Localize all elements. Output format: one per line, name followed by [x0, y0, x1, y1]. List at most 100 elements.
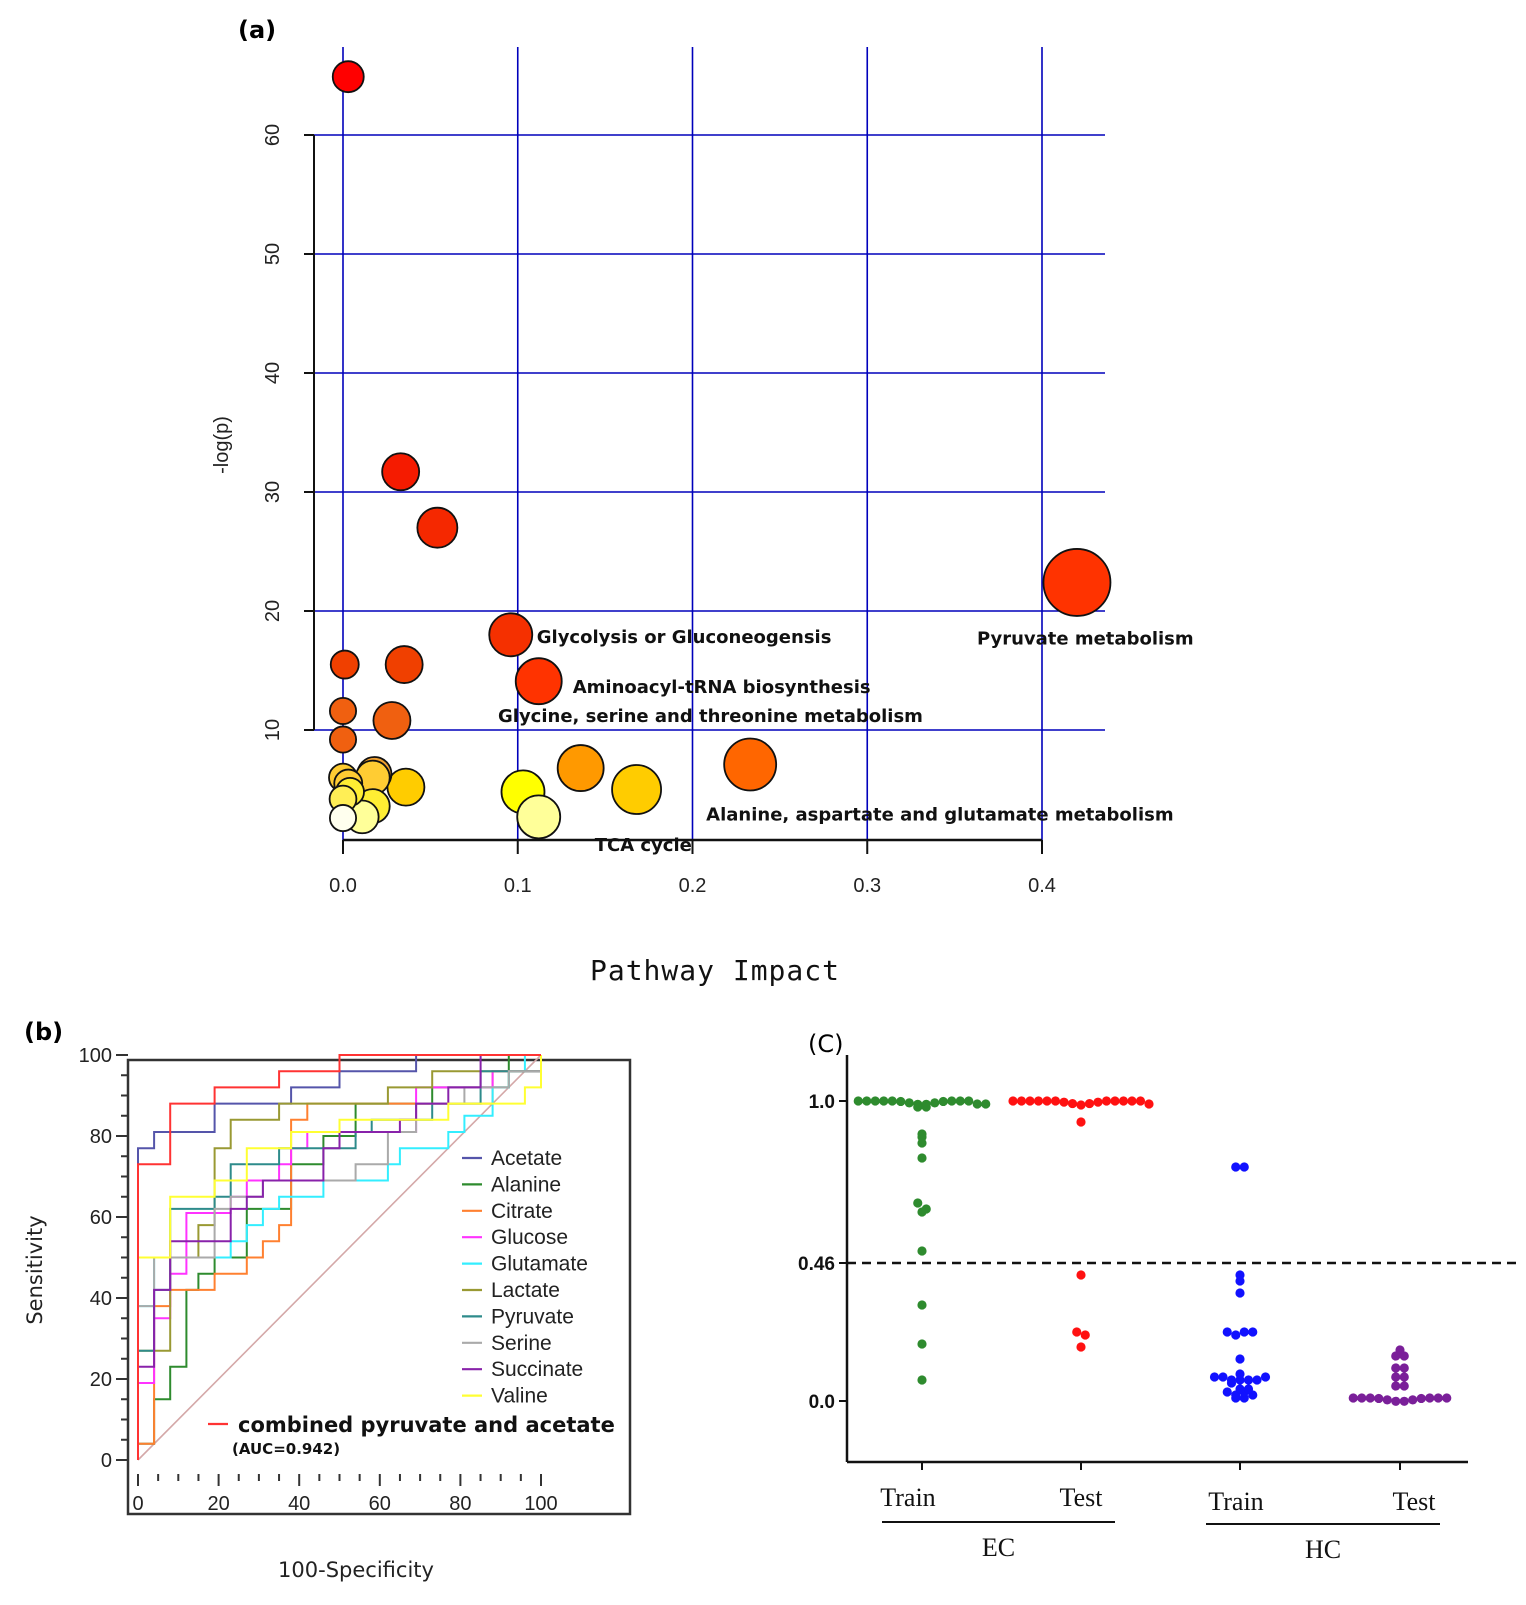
- dot-hc-test: [1391, 1396, 1401, 1406]
- panel-c-dot-plot: (C) 0.0 0.46 1.0 Train Test EC Train Test HC: [798, 1030, 1522, 1564]
- dot-ec-train: [913, 1198, 923, 1208]
- roc-curve-valine: [137, 1055, 542, 1460]
- y-tick-label: 10: [262, 719, 284, 741]
- pathway-label: Pyruvate metabolism: [977, 628, 1194, 649]
- dot-hc-train: [1239, 1162, 1249, 1172]
- y-tick-label: 0: [101, 1450, 112, 1472]
- pathway-label: Glycine, serine and threonine metabolism: [498, 706, 923, 727]
- y-tick-label: 0.0: [809, 1392, 835, 1413]
- dot-ec-test: [1110, 1096, 1120, 1106]
- dot-hc-test: [1365, 1393, 1375, 1403]
- category-label: Train: [880, 1483, 935, 1512]
- dot-ec-train: [947, 1096, 957, 1106]
- dot-ec-test: [1016, 1096, 1027, 1106]
- dot-hc-test: [1395, 1345, 1405, 1355]
- x-tick-label: 0: [132, 1493, 143, 1515]
- y-tick-label: 100: [79, 1045, 112, 1067]
- pathway-bubble: [488, 612, 534, 658]
- panel-c-label: (C): [808, 1030, 843, 1058]
- dot-hc-test: [1416, 1393, 1426, 1404]
- dot-hc-test: [1391, 1381, 1401, 1391]
- dot-hc-train: [1235, 1369, 1245, 1379]
- dot-hc-test: [1374, 1393, 1384, 1404]
- pathway-label: Alanine, aspartate and glutamate metabol…: [706, 805, 1173, 826]
- dot-ec-test: [1042, 1096, 1052, 1106]
- dot-hc-test: [1399, 1372, 1409, 1382]
- x-tick-label: 0.1: [504, 875, 532, 897]
- dot-ec-train: [917, 1246, 927, 1256]
- dot-hc-train: [1252, 1375, 1262, 1385]
- dot-hc-test: [1408, 1395, 1418, 1405]
- dot-ec-train: [917, 1153, 927, 1163]
- dot-ec-test: [1076, 1100, 1086, 1110]
- panel-b-ticks: 0 20 40 60 80 100 0 20 40 60 80 100: [79, 1045, 558, 1515]
- y-tick-label: 60: [262, 124, 284, 146]
- panel-b-legend: Acetate Alanine Citrate Glucose Glutamate Lac…: [208, 1147, 615, 1458]
- pathway-bubble: [381, 452, 421, 492]
- category-label: Test: [1393, 1487, 1437, 1516]
- pathway-bubble: [384, 645, 424, 684]
- pathway-label: TCA cycle: [595, 835, 692, 856]
- dot-hc-train: [1226, 1375, 1237, 1385]
- dot-hc-test: [1391, 1372, 1401, 1382]
- pathway-bubble: [723, 737, 778, 792]
- dot-hc-test: [1425, 1393, 1435, 1403]
- panel-a-gridlines: [314, 47, 1105, 840]
- dot-ec-test: [1144, 1099, 1154, 1109]
- dot-ec-test: [1101, 1096, 1112, 1106]
- panel-a-pathway-bubble-chart: (a) 0.0 0.1 0.2 0.3 0.4 10 20 30 40 50 60 Pyruvate…: [211, 16, 1194, 987]
- panel-a-bubble-labels: Pyruvate metabolism Glycolysis or Glucone…: [498, 627, 1194, 856]
- auc-annotation: (AUC=0.942): [232, 1440, 340, 1458]
- dot-ec-test: [1067, 1098, 1078, 1109]
- y-tick-label: 60: [90, 1207, 112, 1229]
- legend-label: Lactate: [491, 1279, 560, 1302]
- dot-ec-test: [1076, 1270, 1086, 1280]
- dot-hc-test: [1348, 1393, 1358, 1403]
- dot-ec-train: [917, 1339, 927, 1349]
- dot-hc-train: [1243, 1375, 1254, 1385]
- panel-c-category-labels: Train Test EC Train Test HC: [880, 1483, 1440, 1564]
- dot-ec-test: [1076, 1117, 1086, 1127]
- pathway-bubble: [331, 60, 365, 94]
- legend-label: Alanine: [491, 1173, 561, 1196]
- legend-label: Acetate: [491, 1147, 562, 1170]
- x-tick-label: 0.0: [329, 875, 357, 897]
- roc-curve-combined-pyruvate-and-acetate: [137, 1054, 541, 1460]
- dot-ec-train: [930, 1098, 940, 1108]
- dot-ec-train: [981, 1099, 991, 1109]
- dot-ec-test: [1008, 1096, 1018, 1106]
- dot-hc-train: [1235, 1384, 1245, 1394]
- dot-ec-train: [887, 1096, 897, 1106]
- dot-hc-train: [1222, 1327, 1232, 1337]
- panel-b-roc-chart: (b) 0 20 40 60 80 100 0 20 40 60 80 100 Acetate Alan…: [23, 1018, 632, 1582]
- dot-ec-test: [1059, 1097, 1069, 1107]
- y-tick-label: 50: [262, 243, 284, 265]
- legend-label: Citrate: [491, 1200, 553, 1223]
- dot-ec-train: [862, 1096, 872, 1106]
- y-tick-label: 40: [90, 1288, 112, 1310]
- dot-hc-train: [1260, 1372, 1271, 1382]
- dot-ec-train: [870, 1096, 880, 1106]
- panel-a-bubbles: [328, 60, 1112, 840]
- x-tick-label: 80: [449, 1493, 471, 1515]
- pathway-bubble: [556, 744, 605, 792]
- dot-hc-train: [1235, 1288, 1245, 1298]
- panel-c-axes: [839, 1055, 1522, 1470]
- y-tick-label: 0.46: [798, 1254, 835, 1275]
- x-tick-label: 100: [524, 1493, 557, 1515]
- y-tick-label: 1.0: [809, 1092, 835, 1113]
- legend-label: Glucose: [491, 1226, 568, 1249]
- y-tick-label: 30: [262, 481, 284, 503]
- x-tick-label: 20: [207, 1493, 229, 1515]
- panel-a-axes: [304, 134, 1043, 854]
- pathway-label: Aminoacyl-tRNA biosynthesis: [573, 677, 871, 698]
- dot-ec-test: [1033, 1096, 1044, 1106]
- legend-label: Glutamate: [491, 1253, 588, 1276]
- dot-ec-train: [955, 1096, 965, 1106]
- dot-hc-test: [1382, 1395, 1392, 1405]
- dot-ec-train: [964, 1096, 974, 1106]
- panel-b-plot-frame: [126, 1058, 632, 1516]
- pathway-bubble: [328, 804, 357, 833]
- dot-ec-train: [917, 1129, 927, 1139]
